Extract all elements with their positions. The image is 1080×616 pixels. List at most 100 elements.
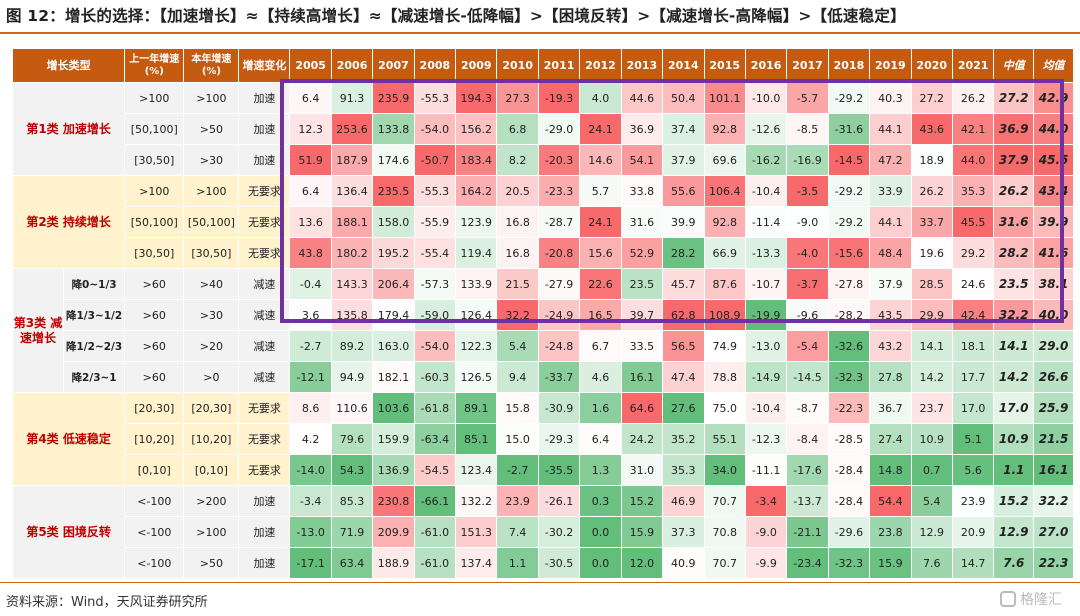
header-year: 2007 (372, 48, 415, 83)
prev-growth-cell: [50,100] (124, 113, 185, 145)
value-cell: -8.5 (786, 113, 829, 145)
change-cell: 无要求 (238, 454, 291, 486)
value-cell: -61.0 (413, 547, 457, 579)
median-cell: 10.9 (993, 423, 1035, 455)
change-cell: 无要求 (238, 206, 291, 238)
value-cell: -61.8 (413, 392, 457, 424)
value-cell: 209.9 (372, 516, 415, 548)
value-cell: 6.4 (579, 423, 622, 455)
median-cell: 26.2 (993, 175, 1035, 207)
value-cell: 43.2 (869, 330, 912, 362)
prev-growth-cell: >60 (124, 330, 185, 362)
prev-growth-cell: [30,50] (124, 237, 185, 269)
header-year: 2006 (330, 48, 374, 83)
prev-growth-cell: [0,10] (124, 454, 185, 486)
value-cell: 5.6 (951, 454, 995, 486)
table-row: 第1类 加速增长 >100 >100 加速 6.4 91.3 235.9 -55.3 194.3… (11, 82, 1074, 176)
mean-cell: 41.6 (1033, 237, 1074, 269)
category-label: 第1类 加速增长 (11, 82, 126, 176)
value-cell: 28.2 (662, 237, 705, 269)
watermark-logo-icon (1000, 591, 1016, 607)
value-cell: 20.9 (951, 516, 995, 548)
value-cell: -10.4 (744, 392, 788, 424)
value-cell: 87.6 (703, 268, 746, 300)
value-cell: -9.9 (744, 547, 788, 579)
value-cell: 52.9 (620, 237, 664, 269)
header-year: 2014 (662, 48, 705, 83)
value-cell: 48.4 (869, 237, 912, 269)
value-cell: 12.3 (289, 113, 332, 145)
value-cell: 23.9 (951, 485, 995, 517)
curr-growth-cell: >50 (183, 113, 240, 145)
median-cell: 31.6 (993, 206, 1035, 238)
value-cell: 235.5 (372, 175, 415, 207)
value-cell: -3.5 (786, 175, 829, 207)
mean-cell: 40.0 (1033, 299, 1074, 331)
value-cell: 33.8 (620, 175, 664, 207)
header-year: 2015 (703, 48, 746, 83)
value-cell: 4.6 (579, 361, 622, 393)
value-cell: -29.0 (537, 113, 581, 145)
value-cell: -24.8 (537, 330, 581, 362)
value-cell: -10.4 (744, 175, 788, 207)
value-cell: 29.2 (951, 237, 995, 269)
value-cell: -30.9 (537, 392, 581, 424)
value-cell: -13.0 (289, 516, 332, 548)
value-cell: 34.0 (703, 454, 746, 486)
prev-growth-cell: >60 (124, 299, 185, 331)
value-cell: -22.3 (827, 392, 871, 424)
prev-growth-cell: >100 (124, 175, 185, 207)
value-cell: -10.0 (744, 82, 788, 114)
value-cell: -12.1 (289, 361, 332, 393)
prev-growth-cell: [20,30] (124, 392, 185, 424)
value-cell: -29.2 (827, 82, 871, 114)
median-cell: 36.9 (993, 113, 1035, 145)
value-cell: -14.5 (827, 144, 871, 176)
table-row: [0,10] [0,10] 无要求 -14.0 54.3 136.9 -54.5 123.4-… (13, 454, 1074, 486)
value-cell: 7.6 (910, 547, 953, 579)
value-cell: 183.4 (455, 144, 498, 176)
value-cell: -8.7 (786, 392, 829, 424)
value-cell: -54.0 (413, 330, 457, 362)
value-cell: 12.0 (620, 547, 664, 579)
value-cell: -54.5 (413, 454, 457, 486)
value-cell: 14.6 (579, 144, 622, 176)
value-cell: -17.6 (786, 454, 829, 486)
value-cell: 43.5 (869, 299, 912, 331)
value-cell: 43.8 (289, 237, 332, 269)
value-cell: 54.3 (330, 454, 374, 486)
value-cell: 4.0 (579, 82, 622, 114)
value-cell: 31.0 (620, 454, 664, 486)
mean-cell: 44.0 (1033, 113, 1074, 145)
value-cell: 70.7 (703, 485, 746, 517)
value-cell: 123.9 (455, 206, 498, 238)
value-cell: 137.4 (455, 547, 498, 579)
mean-cell: 45.5 (1033, 144, 1074, 176)
value-cell: 39.9 (662, 206, 705, 238)
table-row: 第5类 困境反转 <-100 >200 加速 -3.4 85.3 230.8 -66.1 132… (11, 485, 1074, 579)
value-cell: -28.7 (537, 206, 581, 238)
source-note: 资料来源：Wind，天风证券研究所 (6, 595, 208, 610)
curr-growth-cell: [0,10] (183, 454, 240, 486)
value-cell: -4.0 (786, 237, 829, 269)
value-cell: 89.1 (455, 392, 498, 424)
table-row: [10,20] [10,20] 无要求 4.2 79.6 159.9 -63.4 85.1 15… (13, 423, 1074, 455)
value-cell: 69.6 (703, 144, 746, 176)
value-cell: 35.3 (662, 454, 705, 486)
mean-cell: 22.3 (1033, 547, 1074, 579)
header-year: 2012 (579, 48, 622, 83)
table-row: [50,100] >50 加速 12.3 253.6 133.8 -54.0 156.2 6.8… (13, 113, 1074, 145)
value-cell: 17.7 (951, 361, 995, 393)
value-cell: 45.7 (662, 268, 705, 300)
value-cell: 85.3 (330, 485, 374, 517)
table-row: [30,50] >30 加速 51.9 187.9 174.6 -50.7 183.4 8.2-… (13, 144, 1074, 176)
value-cell: 24.2 (620, 423, 664, 455)
value-cell: 194.3 (455, 82, 498, 114)
table-row: 第2类 持续增长 >100 >100 无要求 6.4 136.4 235.5 -55.3 164… (11, 175, 1074, 269)
category-label: 第3类 减速增长 (12, 268, 64, 393)
category-label: 第4类 低速稳定 (11, 392, 126, 486)
value-cell: 24.1 (579, 206, 622, 238)
header-year: 2008 (413, 48, 457, 83)
prev-growth-cell: <-100 (124, 485, 185, 517)
value-cell: 27.3 (496, 82, 539, 114)
